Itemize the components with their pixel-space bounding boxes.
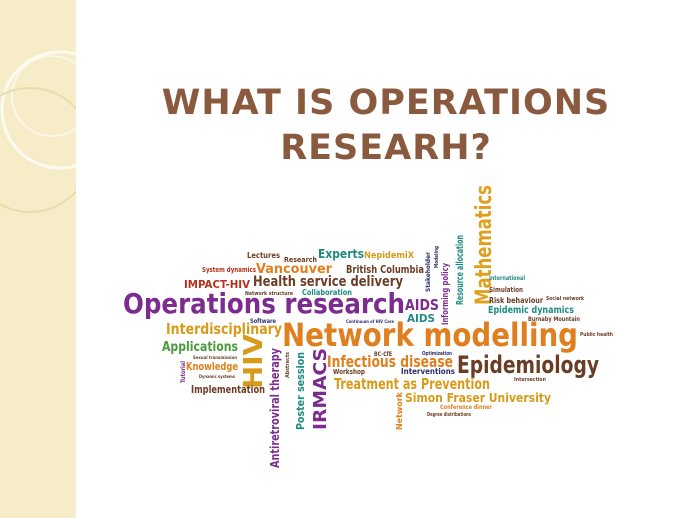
word-british-columbia: British Columbia [346,263,424,276]
word-sexual-transmission: Sexual transmission [193,355,237,360]
word-continuum-of-hiv-care: Continuum of HIV Care [346,319,394,324]
word-collaboration: Collaboration [302,288,352,297]
word-infectious-disease: Infectious disease [327,352,453,371]
word-experts: Experts [318,247,364,261]
word-interdisciplinary: Interdisciplinary [166,320,282,338]
slide-title-line-2: RESEARH? [280,128,492,168]
word-treatment-as-prevention: Treatment as Prevention [334,375,490,393]
word-tutorial: Tutorial [180,361,187,383]
word-operations-research: Operations research [123,287,405,320]
word-hiv: HIV [239,334,269,389]
word-system-dynamics: System dynamics [202,266,256,274]
word-aids-2: AIDS [407,312,435,325]
word-interventions: Interventions [401,367,455,376]
decorative-arcs [0,50,76,213]
word-mathematics: Mathematics [472,185,497,305]
word-modeling: Modeling [434,246,440,268]
word-international: International [489,275,525,282]
word-intersection: Intersection [514,377,546,383]
word-stakeholder: Stakeholder [425,252,432,292]
word-risk-behaviour: Risk behaviour [489,296,543,305]
word-applications: Applications [162,340,238,355]
word-antiretroviral-therapy: Antiretroviral therapy [268,348,282,468]
word-burnaby-mountain: Burnaby Mountain [528,316,580,323]
word-abstracts: Abstracts [285,352,291,378]
word-simulation: Simulation [489,286,523,294]
word-network-structure: Network structure [245,291,294,297]
word-dynamic-systems: Dynamic systems [199,374,236,379]
word-conference-dinner: Conference dinner [440,404,492,411]
word-poster-session: Poster session [294,352,307,430]
word-nepidemix: NepidemiX [364,251,414,261]
word-software: Software [250,318,276,325]
word-implementation: Implementation [191,383,265,396]
word-lectures: Lectures [247,251,280,260]
word-vancouver: Vancouver [256,262,333,277]
word-knowledge: Knowledge [186,360,238,373]
word-bc-cfe: BC-CfE [374,351,392,358]
word-simon-fraser-university: Simon Fraser University [405,391,551,405]
word-network-modelling: Network modelling [282,316,578,354]
slide-title-line-1: WHAT IS OPERATIONS [161,83,611,123]
word-research: Research [284,256,317,264]
word-epidemiology: Epidemiology [457,351,599,379]
word-informing-policy: Informing policy [441,263,451,325]
word-social-network: Social network [546,296,585,302]
decorative-sidebar [0,0,76,518]
word-irmacs: IRMACS [310,348,331,430]
word-network: Network [395,391,404,430]
word-impact-hiv: IMPACT-HIV [184,278,250,291]
word-health-service-delivery: Health service delivery [253,274,403,290]
word-optimization: Optimization [422,351,452,357]
word-aids-1: AIDS [405,296,439,314]
word-workshop: Workshop [333,368,365,376]
word-epidemic-dynamics: Epidemic dynamics [488,305,574,316]
word-public-health: Public health [580,332,613,338]
word-resource-allocation: Resource allocation [455,235,466,305]
word-degree-distributions: Degree distributions [427,412,471,418]
